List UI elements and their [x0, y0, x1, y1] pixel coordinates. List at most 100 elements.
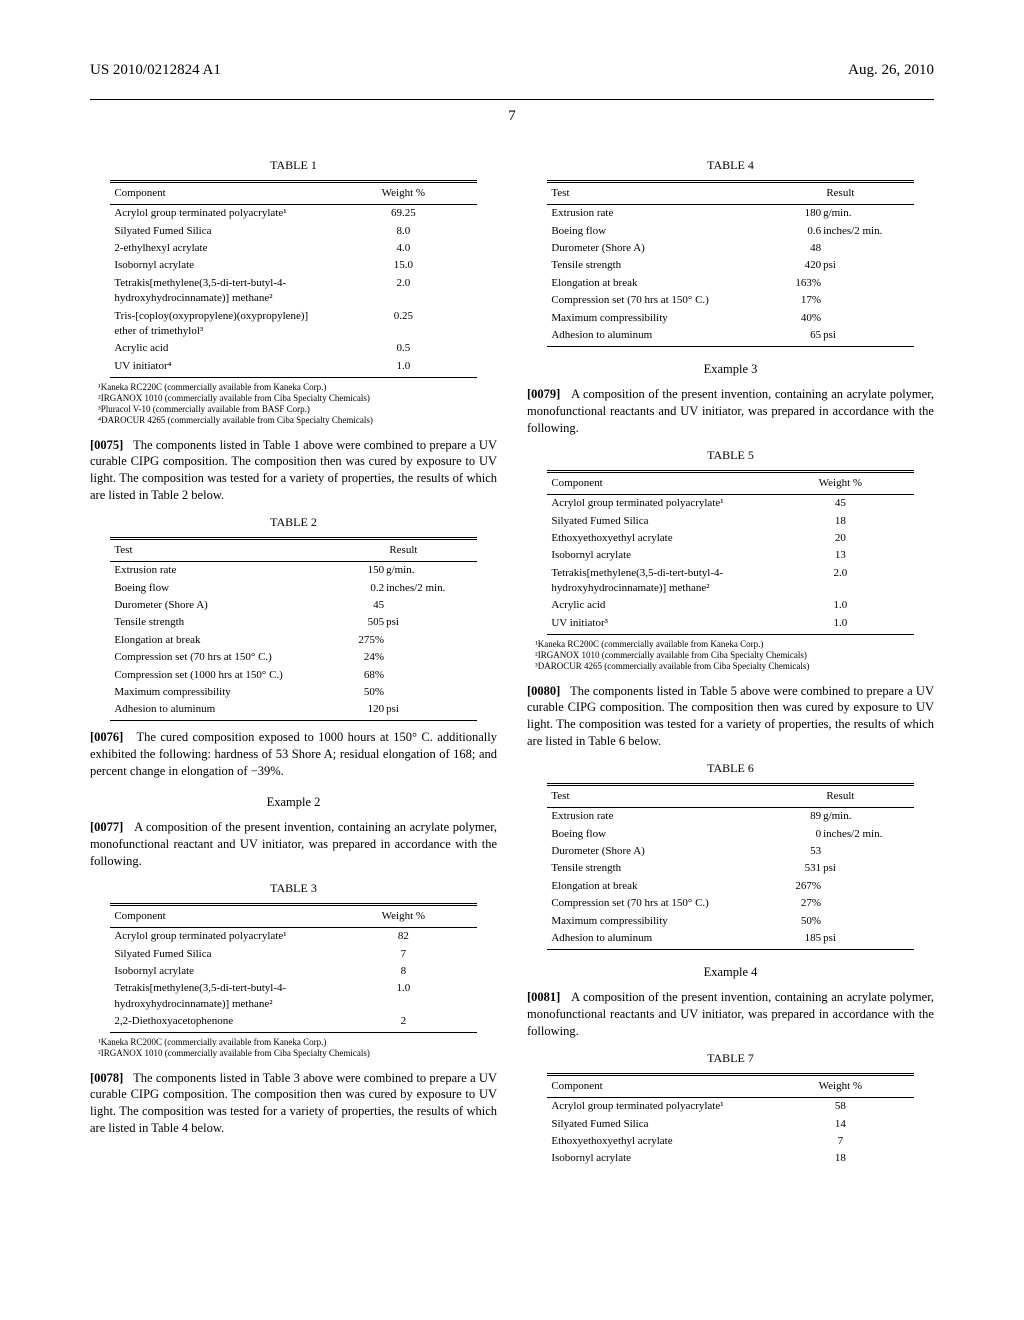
test-cell: Compression set (1000 hrs at 150° C.) [110, 667, 330, 684]
table-row: Isobornyl acrylate13 [547, 547, 913, 564]
table-row: Maximum compressibility40% [547, 310, 913, 327]
unit-cell [822, 895, 914, 912]
table5: ComponentWeight % Acrylol group terminat… [547, 470, 913, 635]
test-cell: Compression set (70 hrs at 150° C.) [547, 895, 767, 912]
table2: TestResult Extrusion rate150g/min.Boeing… [110, 537, 476, 721]
value-cell: 82 [330, 928, 477, 946]
paragraph-0079: [0079] A composition of the present inve… [527, 386, 934, 437]
component-cell: Ethoxyethoxyethyl acrylate [547, 1133, 767, 1150]
table5-footnotes: ¹Kaneka RC200C (commercially available f… [535, 639, 922, 673]
table-row: Tensile strength420psi [547, 257, 913, 274]
table-row: Tetrakis[methylene(3,5-di-tert-butyl-4-h… [547, 565, 913, 598]
value-cell: 0.6 [767, 223, 822, 240]
value-cell: 0.2 [330, 580, 385, 597]
value-cell: 53 [767, 843, 822, 860]
para-number: [0079] [527, 387, 560, 401]
left-column: TABLE 1 ComponentWeight % Acrylol group … [90, 147, 497, 1172]
component-cell: Acrylic acid [110, 340, 330, 357]
table-row: Silyated Fumed Silica7 [110, 946, 476, 963]
value-cell: 531 [767, 860, 822, 877]
value-cell: 68% [330, 667, 385, 684]
component-cell: Acrylol group terminated polyacrylate¹ [547, 495, 767, 513]
table-row: Tetrakis[methylene(3,5-di-tert-butyl-4-h… [110, 980, 476, 1013]
unit-cell [822, 310, 914, 327]
test-cell: Compression set (70 hrs at 150° C.) [110, 649, 330, 666]
footnote-line: ³Pluracol V-10 (commercially available f… [98, 404, 485, 415]
component-cell: Acrylol group terminated polyacrylate¹ [110, 205, 330, 223]
table4-title: TABLE 4 [527, 157, 934, 174]
table-header: Result [767, 182, 914, 204]
footnote-line: ²IRGANOX 1010 (commercially available fr… [98, 1048, 485, 1059]
value-cell: 275% [330, 632, 385, 649]
paragraph-0075: [0075] The components listed in Table 1 … [90, 437, 497, 505]
table-row: Compression set (1000 hrs at 150° C.)68% [110, 667, 476, 684]
test-cell: Tensile strength [547, 860, 767, 877]
value-cell: 267% [767, 878, 822, 895]
table4: TestResult Extrusion rate180g/min.Boeing… [547, 180, 913, 347]
component-cell: Silyated Fumed Silica [110, 946, 330, 963]
table-row: Adhesion to aluminum185psi [547, 930, 913, 947]
header-rule [90, 99, 934, 100]
unit-cell [822, 878, 914, 895]
component-cell: Isobornyl acrylate [547, 547, 767, 564]
table-row: Isobornyl acrylate8 [110, 963, 476, 980]
table-header: Component [110, 182, 330, 204]
test-cell: Elongation at break [547, 275, 767, 292]
value-cell: 50% [330, 684, 385, 701]
table-row: Ethoxyethoxyethyl acrylate20 [547, 530, 913, 547]
component-cell: Tetrakis[methylene(3,5-di-tert-butyl-4-h… [547, 565, 767, 598]
value-cell: 20 [767, 530, 914, 547]
component-cell: Tetrakis[methylene(3,5-di-tert-butyl-4-h… [110, 275, 330, 308]
table-header: Component [110, 905, 330, 927]
para-number: [0075] [90, 438, 123, 452]
table1-title: TABLE 1 [90, 157, 497, 174]
table-row: Boeing flow0.6inches/2 min. [547, 223, 913, 240]
value-cell: 14 [767, 1116, 914, 1133]
value-cell: 2 [330, 1013, 477, 1030]
table-row: Ethoxyethoxyethyl acrylate7 [547, 1133, 913, 1150]
unit-cell: inches/2 min. [822, 223, 914, 240]
table-row: Extrusion rate180g/min. [547, 205, 913, 223]
component-cell: 2-ethylhexyl acrylate [110, 240, 330, 257]
table-row: Isobornyl acrylate18 [547, 1150, 913, 1167]
unit-cell: psi [385, 701, 477, 718]
unit-cell [822, 843, 914, 860]
page-header: US 2010/0212824 A1 Aug. 26, 2010 [90, 60, 934, 81]
table-header: Weight % [330, 182, 477, 204]
footnote-line: ¹Kaneka RC200C (commercially available f… [535, 639, 922, 650]
patent-number: US 2010/0212824 A1 [90, 60, 221, 81]
table-row: Acrylic acid1.0 [547, 597, 913, 614]
value-cell: 27% [767, 895, 822, 912]
value-cell: 17% [767, 292, 822, 309]
table-row: Tensile strength505psi [110, 614, 476, 631]
table-row: Boeing flow0.2inches/2 min. [110, 580, 476, 597]
value-cell: 1.0 [330, 358, 477, 375]
table-header: Weight % [330, 905, 477, 927]
table-row: Maximum compressibility50% [547, 913, 913, 930]
table-row: Isobornyl acrylate15.0 [110, 257, 476, 274]
table-row: Acrylol group terminated polyacrylate¹82 [110, 928, 476, 946]
table-header: Result [330, 539, 477, 561]
value-cell: 420 [767, 257, 822, 274]
test-cell: Adhesion to aluminum [547, 930, 767, 947]
table-row: Compression set (70 hrs at 150° C.)17% [547, 292, 913, 309]
component-cell: Silyated Fumed Silica [110, 223, 330, 240]
table-row: Elongation at break267% [547, 878, 913, 895]
value-cell: 8.0 [330, 223, 477, 240]
table5-title: TABLE 5 [527, 447, 934, 464]
table-header: Weight % [767, 1075, 914, 1097]
table-row: Durometer (Shore A)53 [547, 843, 913, 860]
para-text: A composition of the present invention, … [90, 820, 497, 868]
para-text: The components listed in Table 1 above w… [90, 438, 497, 503]
table-row: Durometer (Shore A)45 [110, 597, 476, 614]
value-cell: 7 [330, 946, 477, 963]
table-row: Tetrakis[methylene(3,5-di-tert-butyl-4-h… [110, 275, 476, 308]
component-cell: Tetrakis[methylene(3,5-di-tert-butyl-4-h… [110, 980, 330, 1013]
value-cell: 48 [767, 240, 822, 257]
value-cell: 0.25 [330, 308, 477, 341]
table2-title: TABLE 2 [90, 514, 497, 531]
value-cell: 50% [767, 913, 822, 930]
test-cell: Maximum compressibility [547, 310, 767, 327]
paragraph-0080: [0080] The components listed in Table 5 … [527, 683, 934, 751]
value-cell: 4.0 [330, 240, 477, 257]
